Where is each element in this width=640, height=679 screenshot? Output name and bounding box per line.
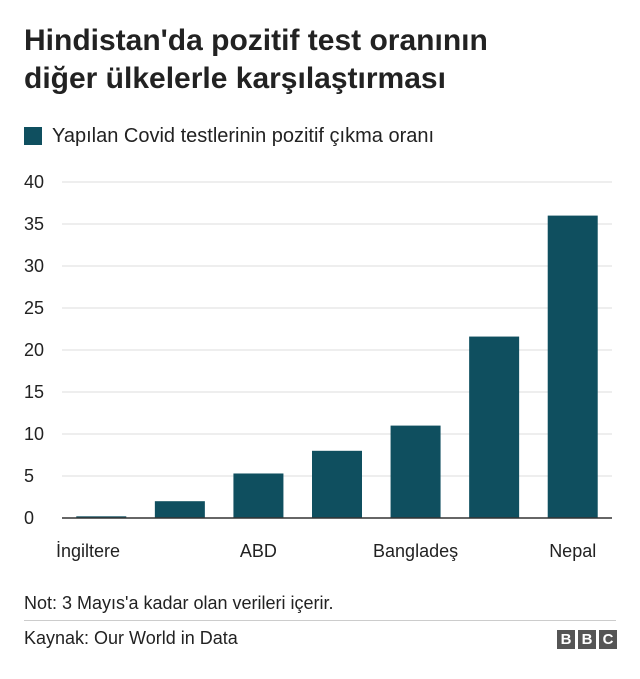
legend-label: Yapılan Covid testlerinin pozitif çıkma …	[52, 124, 435, 147]
footer-divider	[24, 620, 616, 621]
bar-0	[76, 516, 127, 518]
y-tick-label-30: 30	[24, 256, 44, 276]
chart-legend: Yapılan Covid testlerinin pozitif çıkma …	[24, 124, 434, 148]
bar-3	[312, 450, 362, 518]
x-tick-label-6: Nepal	[549, 541, 596, 561]
bar-chart: 0 5 10 15 20 25 30 35 40 İngiltere ABD Bangladeş Nep…	[24, 172, 612, 561]
bar-4	[390, 425, 441, 518]
y-tick-label-20: 20	[24, 340, 44, 360]
y-tick-label-35: 35	[24, 214, 44, 234]
y-tick-label-10: 10	[24, 424, 44, 444]
source-text: Kaynak: Our World in Data	[24, 628, 238, 648]
y-tick-label-0: 0	[24, 508, 34, 528]
bbc-logo-letter-2: B	[578, 630, 596, 649]
bar-1	[154, 501, 205, 518]
bbc-logo-letter-3: C	[599, 630, 617, 649]
bar-6	[547, 215, 598, 518]
bar-2	[233, 473, 284, 518]
x-tick-label-2: ABD	[240, 541, 277, 561]
chart-title: Hindistan'da pozitif test oranının diğer…	[24, 22, 624, 98]
y-tick-label-40: 40	[24, 172, 44, 192]
bbc-logo: B B C	[557, 630, 617, 649]
footnote: Not: 3 Mayıs'a kadar olan verileri içeri…	[24, 593, 334, 613]
x-tick-label-0: İngiltere	[56, 541, 120, 561]
x-tick-label-4: Bangladeş	[373, 541, 458, 561]
bar-5	[469, 336, 520, 518]
y-tick-label-25: 25	[24, 298, 44, 318]
y-tick-label-5: 5	[24, 466, 34, 486]
chart-title-line-2: diğer ülkelerle karşılaştırması	[24, 62, 446, 95]
bbc-logo-letter-1: B	[557, 630, 575, 649]
legend-swatch	[24, 127, 42, 145]
chart-title-line-1: Hindistan'da pozitif test oranının	[24, 24, 488, 57]
y-tick-label-15: 15	[24, 382, 44, 402]
